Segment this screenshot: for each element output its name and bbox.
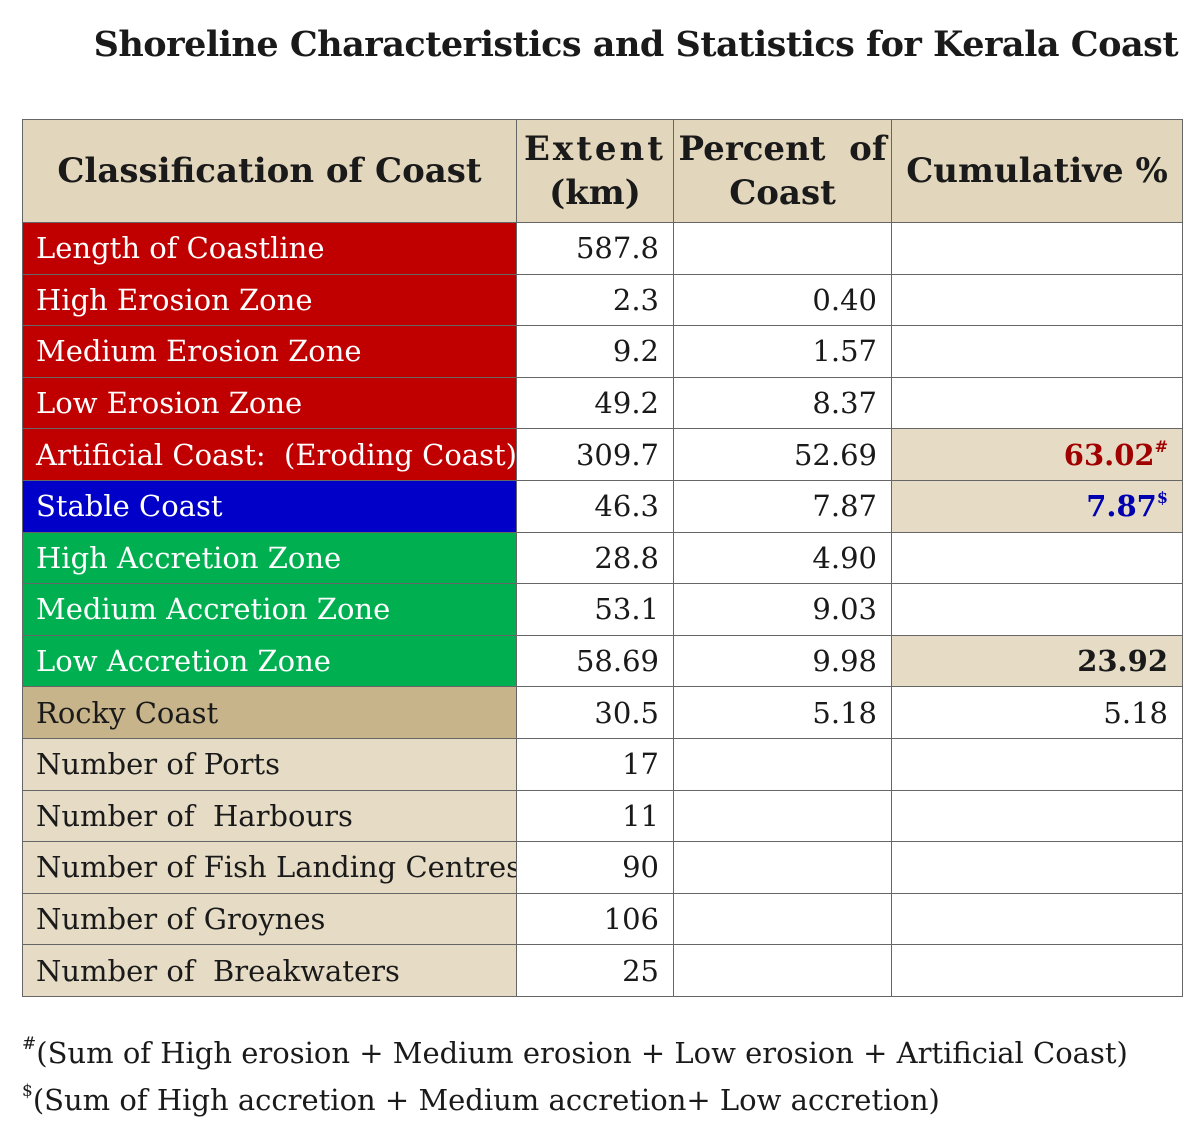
cumulative-value: 7.87	[1086, 489, 1157, 524]
table-row: Number of Ports 17	[22, 737, 1183, 791]
cell-classification: Number of Fish Landing Centres	[22, 841, 517, 894]
header-extent-line1: Extent	[524, 128, 666, 169]
cell-classification: Rocky Coast	[22, 686, 517, 739]
cell-classification: Length of Coastline	[22, 222, 517, 275]
table-row: Medium Erosion Zone 9.2 1.57	[22, 325, 1183, 378]
cell-classification: Number of Breakwaters	[22, 944, 517, 997]
header-classification: Classification of Coast	[22, 119, 517, 223]
footnote-text: (Sum of High erosion + Medium erosion + …	[36, 1036, 1128, 1070]
cell-cumulative: 5.18	[891, 686, 1183, 739]
cell-percent: 7.87	[673, 479, 892, 533]
header-cumulative: Cumulative %	[891, 119, 1183, 223]
footnote-erosion: #(Sum of High erosion + Medium erosion +…	[22, 1034, 1128, 1071]
table-row: High Accretion Zone 28.8 4.90	[22, 531, 1183, 585]
footnote-mark: $	[22, 1081, 33, 1101]
cell-extent: 17	[516, 737, 674, 791]
cumulative-value: 23.92	[1077, 644, 1168, 679]
cell-cumulative	[891, 222, 1183, 275]
cell-cumulative	[891, 789, 1183, 843]
cell-extent: 46.3	[516, 479, 674, 533]
table-header-row: Classification of Coast Extent (km) Perce…	[22, 119, 1183, 223]
cell-percent: 5.18	[673, 686, 892, 739]
cell-percent	[673, 222, 892, 275]
cell-cumulative	[891, 892, 1183, 946]
cell-percent	[673, 737, 892, 791]
cell-classification: Medium Accretion Zone	[22, 583, 517, 636]
cell-percent	[673, 892, 892, 946]
cell-extent: 11	[516, 789, 674, 843]
header-percent-line2: Coast	[729, 173, 836, 213]
footnote-mark: $	[1156, 488, 1168, 508]
cell-classification: Low Accretion Zone	[22, 634, 517, 688]
table-row: Stable Coast 46.3 7.87 7.87$	[22, 479, 1183, 533]
header-percent: Percent of Coast	[673, 119, 892, 223]
cumulative-value: 63.02	[1063, 437, 1155, 472]
table-row: Number of Harbours 11	[22, 789, 1183, 843]
cell-extent: 587.8	[516, 222, 674, 275]
cell-classification: Artificial Coast: (Eroding Coast)	[22, 428, 517, 481]
cell-cumulative	[891, 531, 1183, 585]
cumulative-value: 5.18	[1103, 695, 1168, 730]
cell-percent: 8.37	[673, 376, 892, 430]
table-row: Number of Breakwaters 25	[22, 944, 1183, 997]
cell-classification: Number of Ports	[22, 737, 517, 791]
table-row: Medium Accretion Zone 53.1 9.03	[22, 583, 1183, 636]
cell-cumulative	[891, 583, 1183, 636]
cell-extent: 25	[516, 944, 674, 997]
cell-percent: 1.57	[673, 325, 892, 378]
table-row: Low Accretion Zone 58.69 9.98 23.92	[22, 634, 1183, 688]
cell-extent: 106	[516, 892, 674, 946]
cell-classification: Number of Harbours	[22, 789, 517, 843]
cell-cumulative	[891, 376, 1183, 430]
header-extent-line2: (km)	[549, 173, 641, 213]
cell-classification: Number of Groynes	[22, 892, 517, 946]
cell-classification: Stable Coast	[22, 479, 517, 533]
table-row: Rocky Coast 30.5 5.18 5.18	[22, 686, 1183, 739]
table-row: Low Erosion Zone 49.2 8.37	[22, 376, 1183, 430]
cell-percent	[673, 789, 892, 843]
cell-percent: 9.03	[673, 583, 892, 636]
table-body: Length of Coastline 587.8 High Erosion Zon…	[22, 222, 1183, 997]
cell-cumulative: 63.02#	[891, 428, 1183, 481]
footnote-accretion: $(Sum of High accretion + Medium accreti…	[22, 1081, 940, 1118]
cell-cumulative	[891, 325, 1183, 378]
cell-extent: 90	[516, 841, 674, 894]
cell-percent: 4.90	[673, 531, 892, 585]
cell-cumulative	[891, 841, 1183, 894]
cell-percent: 52.69	[673, 428, 892, 481]
cell-extent: 53.1	[516, 583, 674, 636]
cell-extent: 2.3	[516, 273, 674, 327]
cell-cumulative: 7.87$	[891, 479, 1183, 533]
cell-extent: 49.2	[516, 376, 674, 430]
cell-percent	[673, 944, 892, 997]
cell-classification: High Erosion Zone	[22, 273, 517, 327]
cell-percent: 0.40	[673, 273, 892, 327]
cell-cumulative: 23.92	[891, 634, 1183, 688]
cell-extent: 58.69	[516, 634, 674, 688]
header-extent: Extent (km)	[516, 119, 674, 223]
cell-extent: 30.5	[516, 686, 674, 739]
footnote-mark: #	[22, 1034, 37, 1054]
cell-extent: 9.2	[516, 325, 674, 378]
shoreline-statistics-table: Classification of Coast Extent (km) Perce…	[22, 119, 1183, 997]
cell-cumulative	[891, 944, 1183, 997]
header-percent-line1: Percent of	[678, 128, 887, 169]
cell-percent: 9.98	[673, 634, 892, 688]
table-row: Artificial Coast: (Eroding Coast) 309.7 52…	[22, 428, 1183, 481]
cell-extent: 309.7	[516, 428, 674, 481]
table-row: Number of Fish Landing Centres 90	[22, 841, 1183, 894]
footnote-mark: #	[1154, 436, 1168, 456]
footnote-text: (Sum of High accretion + Medium accretio…	[32, 1083, 940, 1117]
cell-classification: High Accretion Zone	[22, 531, 517, 585]
cell-classification: Low Erosion Zone	[22, 376, 517, 430]
cell-extent: 28.8	[516, 531, 674, 585]
cell-cumulative	[891, 737, 1183, 791]
page-title: Shoreline Characteristics and Statistics…	[93, 24, 1179, 65]
table-row: Length of Coastline 587.8	[22, 222, 1183, 275]
cell-percent	[673, 841, 892, 894]
cell-cumulative	[891, 273, 1183, 327]
table-row: High Erosion Zone 2.3 0.40	[22, 273, 1183, 327]
cell-classification: Medium Erosion Zone	[22, 325, 517, 378]
table-row: Number of Groynes 106	[22, 892, 1183, 946]
